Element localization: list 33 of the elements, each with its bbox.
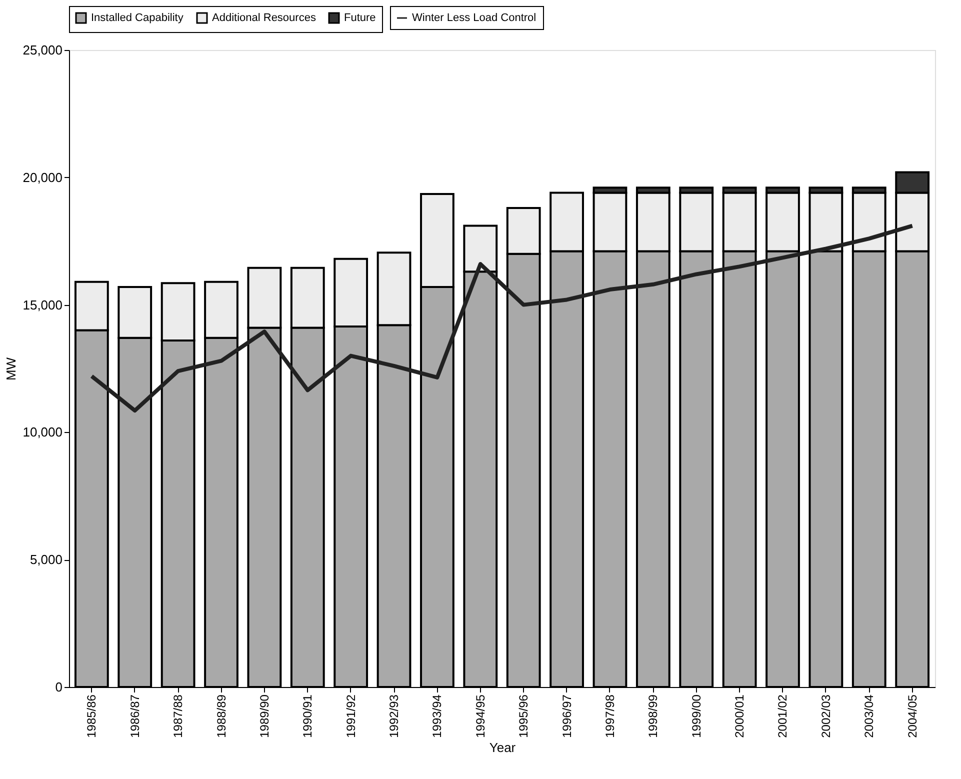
y-tick-label: 0 bbox=[55, 680, 62, 694]
x-tick-label: 1989/90 bbox=[257, 694, 272, 738]
x-tick-label: 1990/91 bbox=[300, 694, 315, 738]
x-tick-label: 1999/00 bbox=[689, 694, 704, 738]
x-tick-label: 1993/94 bbox=[430, 694, 444, 738]
line-series bbox=[90, 224, 914, 413]
y-axis-title: MW bbox=[4, 356, 19, 381]
y-tick-label: 20,000 bbox=[22, 170, 62, 185]
x-tick-label: 2000/01 bbox=[732, 694, 747, 738]
x-tick-label: 1988/89 bbox=[214, 694, 228, 738]
y-tick-label: 15,000 bbox=[22, 297, 62, 312]
x-tick-label: 1997/98 bbox=[602, 694, 617, 738]
legend-label: Additional Resources bbox=[212, 12, 316, 24]
y-tick-label: 10,000 bbox=[22, 424, 62, 440]
x-tick-label: 2003/04 bbox=[862, 694, 876, 738]
x-tick-label: 1986/87 bbox=[128, 694, 142, 738]
x-tick-label: 1992/93 bbox=[387, 694, 402, 738]
x-tick-label: 1996/97 bbox=[560, 694, 574, 738]
x-tick-label: 1995/96 bbox=[516, 694, 531, 738]
legend-label: Winter Less Load Control bbox=[412, 12, 536, 24]
y-tick-label: 25,000 bbox=[22, 42, 62, 58]
x-tick-label: 1994/95 bbox=[473, 694, 488, 738]
x-tick-label: 1987/88 bbox=[171, 694, 186, 738]
x-tick-label: 1985/86 bbox=[84, 694, 99, 738]
x-axis-title: Year bbox=[489, 740, 516, 755]
x-tick-label: 2002/03 bbox=[818, 694, 833, 738]
x-tick-label: 1998/99 bbox=[646, 694, 660, 738]
x-tick-label: 1991/92 bbox=[344, 694, 358, 738]
x-tick-label: 2004/05 bbox=[905, 694, 920, 738]
legend-label: Installed Capability bbox=[91, 12, 184, 24]
legend-label: Future bbox=[344, 12, 376, 24]
y-tick-label: 5,000 bbox=[30, 552, 62, 568]
x-tick-label: 2001/02 bbox=[776, 694, 790, 738]
